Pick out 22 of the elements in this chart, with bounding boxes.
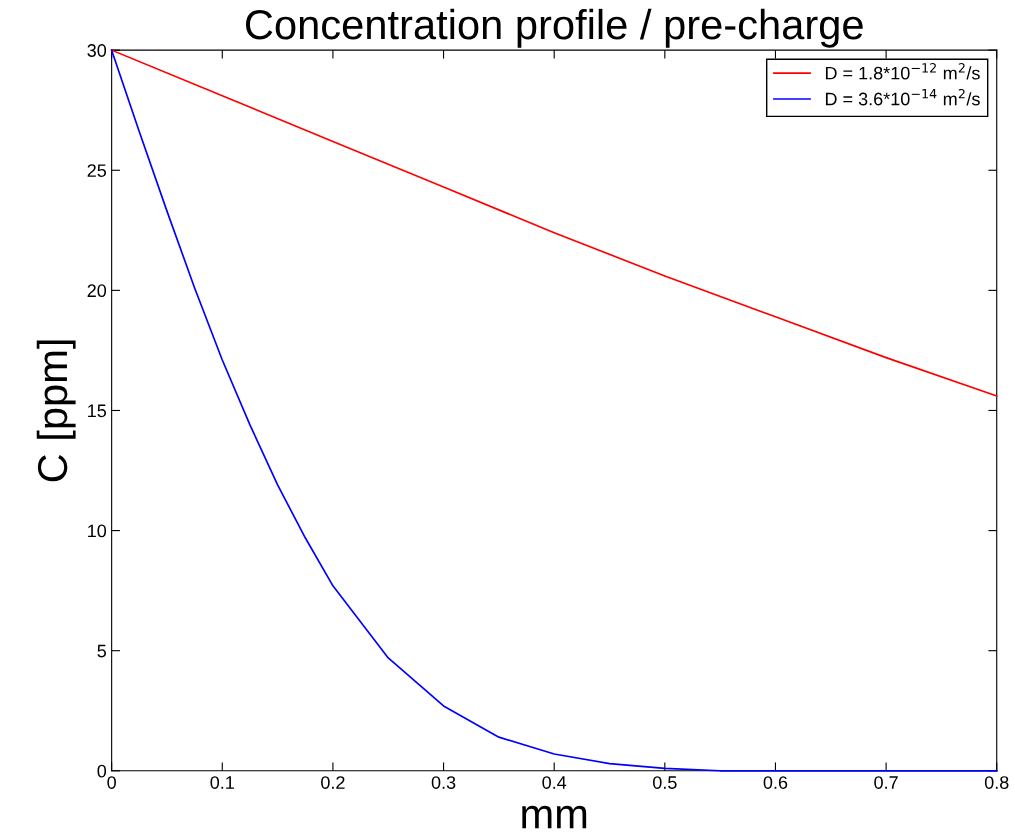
y-tick-label: 10 (88, 524, 107, 538)
chart-title: Concentration profile / pre-charge (245, 8, 863, 48)
x-tick-label: 0.7 (874, 776, 898, 789)
y-tick-label: 25 (87, 164, 107, 177)
x-tick-label: 0.4 (542, 776, 567, 789)
y-tick-label: 30 (87, 44, 107, 57)
x-tick-label: 0 (107, 776, 116, 789)
x-tick-label: 0.2 (321, 776, 345, 789)
x-tick-label: 0.6 (763, 776, 788, 789)
y-tick-label: 15 (88, 404, 107, 418)
line-series (110, 49, 998, 772)
legend-label: D = 1.8*10$^{−12}$ m$^{2}$/s (825, 63, 980, 80)
x-tick-label: 0.5 (652, 776, 677, 789)
x-tick-label: 0.8 (984, 776, 1009, 789)
y-axis-title: C [ppm] (36, 340, 76, 482)
y-tick-label: 5 (97, 644, 107, 658)
legend-label: D = 3.6*10$^{−14}$ m$^{2}$/s (825, 88, 980, 106)
y-tick-label: 0 (97, 764, 107, 778)
x-tick-label: 0.1 (210, 776, 234, 789)
x-tick-label: 0.3 (431, 776, 456, 789)
y-tick-label: 20 (87, 284, 107, 298)
x-axis-title: mm (522, 805, 587, 829)
